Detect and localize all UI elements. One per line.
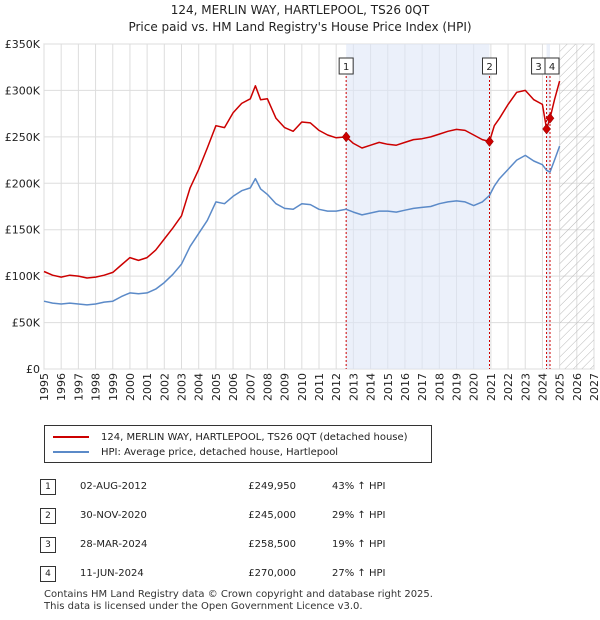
legend-item-property: 124, MERLIN WAY, HARTLEPOOL, TS26 0QT (d…: [53, 430, 408, 444]
x-tick-label: 2021: [485, 373, 498, 401]
hpi-line: [43, 145, 561, 306]
sale-hpi-change: 27% ↑ HPI: [332, 568, 386, 579]
forecast-hatch-area: [559, 44, 594, 369]
x-tick-label: 2003: [176, 373, 189, 401]
x-tick-label: 2000: [124, 373, 137, 401]
y-tick-label: £150K: [5, 224, 41, 237]
sale-date: 02-AUG-2012: [80, 481, 148, 492]
sale-hpi-change: 29% ↑ HPI: [332, 510, 386, 521]
sale-number-badge: 1: [40, 478, 56, 495]
sale-price: £249,950: [248, 481, 296, 492]
y-tick-label: £50K: [12, 317, 41, 330]
sale-hpi-change: 19% ↑ HPI: [332, 539, 386, 550]
y-tick-label: £350K: [5, 38, 41, 51]
y-tick-label: £200K: [5, 177, 41, 190]
x-tick-label: 2023: [519, 373, 532, 401]
sale-label-number: 1: [343, 62, 349, 73]
footer-licence: This data is licensed under the Open Gov…: [44, 601, 363, 612]
sale-row: 4 11-JUN-2024 £270,000 27% ↑ HPI: [40, 559, 385, 588]
chart-subtitle: Price paid vs. HM Land Registry's House …: [128, 20, 472, 34]
legend-item-hpi: HPI: Average price, detached house, Hart…: [53, 445, 338, 459]
x-tick-label: 2005: [210, 373, 223, 401]
x-tick-label: 2011: [313, 373, 326, 401]
footer: Contains HM Land Registry data © Crown c…: [44, 589, 433, 613]
sale-point-diamond: [545, 112, 555, 124]
x-tick-label: 1996: [55, 373, 68, 401]
x-tick-label: 1995: [38, 373, 51, 401]
sale-row: 3 28-MAR-2024 £258,500 19% ↑ HPI: [40, 530, 385, 559]
property-price-line: [43, 80, 561, 279]
y-tick-label: £100K: [5, 270, 41, 283]
sale-number-badge: 4: [40, 565, 56, 582]
sale-number-badge: 2: [40, 507, 56, 524]
x-tick-label: 2015: [382, 373, 395, 401]
legend-label-hpi: HPI: Average price, detached house, Hart…: [101, 446, 339, 458]
x-tick-label: 2027: [588, 373, 600, 401]
sale-price: £258,500: [248, 539, 296, 550]
sale-number-badge: 3: [40, 536, 56, 553]
y-tick-label: £0: [26, 363, 40, 376]
sales-table: 1 02-AUG-2012 £249,950 43% ↑ HPI 2 30-NO…: [40, 472, 385, 588]
sale-row: 1 02-AUG-2012 £249,950 43% ↑ HPI: [40, 472, 385, 501]
sale-date: 28-MAR-2024: [80, 539, 148, 550]
chart-title: 124, MERLIN WAY, HARTLEPOOL, TS26 0QT: [170, 3, 430, 17]
sale-date: 30-NOV-2020: [80, 510, 147, 521]
x-tick-label: 2012: [330, 373, 343, 401]
sale-row: 2 30-NOV-2020 £245,000 29% ↑ HPI: [40, 501, 385, 530]
legend-label-property: 124, MERLIN WAY, HARTLEPOOL, TS26 0QT (d…: [101, 431, 408, 443]
sale-point-diamond: [542, 123, 551, 135]
x-tick-label: 2018: [433, 373, 446, 401]
x-tick-label: 2008: [261, 373, 274, 401]
sale-label-box: [482, 57, 497, 75]
x-tick-label: 2014: [365, 373, 378, 401]
footer-copyright: Contains HM Land Registry data © Crown c…: [44, 589, 433, 600]
x-tick-label: 2010: [296, 373, 309, 401]
sale-price: £245,000: [248, 510, 296, 521]
ownership-period-shade: [346, 44, 490, 369]
x-tick-label: 2016: [399, 373, 412, 401]
sale-label-box: [338, 57, 354, 75]
x-tick-label: 2004: [193, 373, 206, 401]
x-tick-label: 1998: [90, 373, 103, 401]
x-tick-label: 2006: [227, 373, 240, 401]
x-tick-label: 1997: [72, 373, 85, 401]
x-tick-label: 2025: [554, 373, 567, 401]
sale-label-box: [544, 57, 560, 75]
ownership-period-shade: [546, 44, 550, 369]
sale-label-number: 3: [535, 62, 541, 73]
x-tick-label: 2001: [141, 373, 154, 401]
sale-point-diamond: [485, 136, 494, 147]
x-tick-label: 2009: [279, 373, 292, 401]
legend-swatch-hpi: [53, 451, 89, 453]
sale-date: 11-JUN-2024: [80, 568, 144, 579]
legend-swatch-property: [53, 436, 89, 438]
y-tick-label: £250K: [5, 131, 41, 144]
x-tick-label: 1999: [107, 373, 120, 401]
sale-label-number: 4: [549, 62, 555, 73]
sale-hpi-change: 43% ↑ HPI: [332, 481, 386, 492]
legend: 124, MERLIN WAY, HARTLEPOOL, TS26 0QT (d…: [44, 425, 432, 463]
x-tick-label: 2022: [502, 373, 515, 401]
x-tick-label: 2017: [416, 373, 429, 401]
x-tick-label: 2024: [536, 373, 549, 401]
y-tick-label: £300K: [5, 84, 41, 97]
sale-price: £270,000: [248, 568, 296, 579]
x-tick-label: 2019: [451, 373, 464, 401]
sale-label-number: 2: [486, 62, 492, 73]
sale-point-diamond: [341, 131, 351, 143]
x-tick-label: 2013: [347, 373, 360, 401]
x-tick-label: 2026: [571, 373, 584, 401]
x-tick-label: 2007: [244, 373, 257, 401]
x-tick-label: 2020: [468, 373, 481, 401]
x-tick-label: 2002: [158, 373, 171, 401]
